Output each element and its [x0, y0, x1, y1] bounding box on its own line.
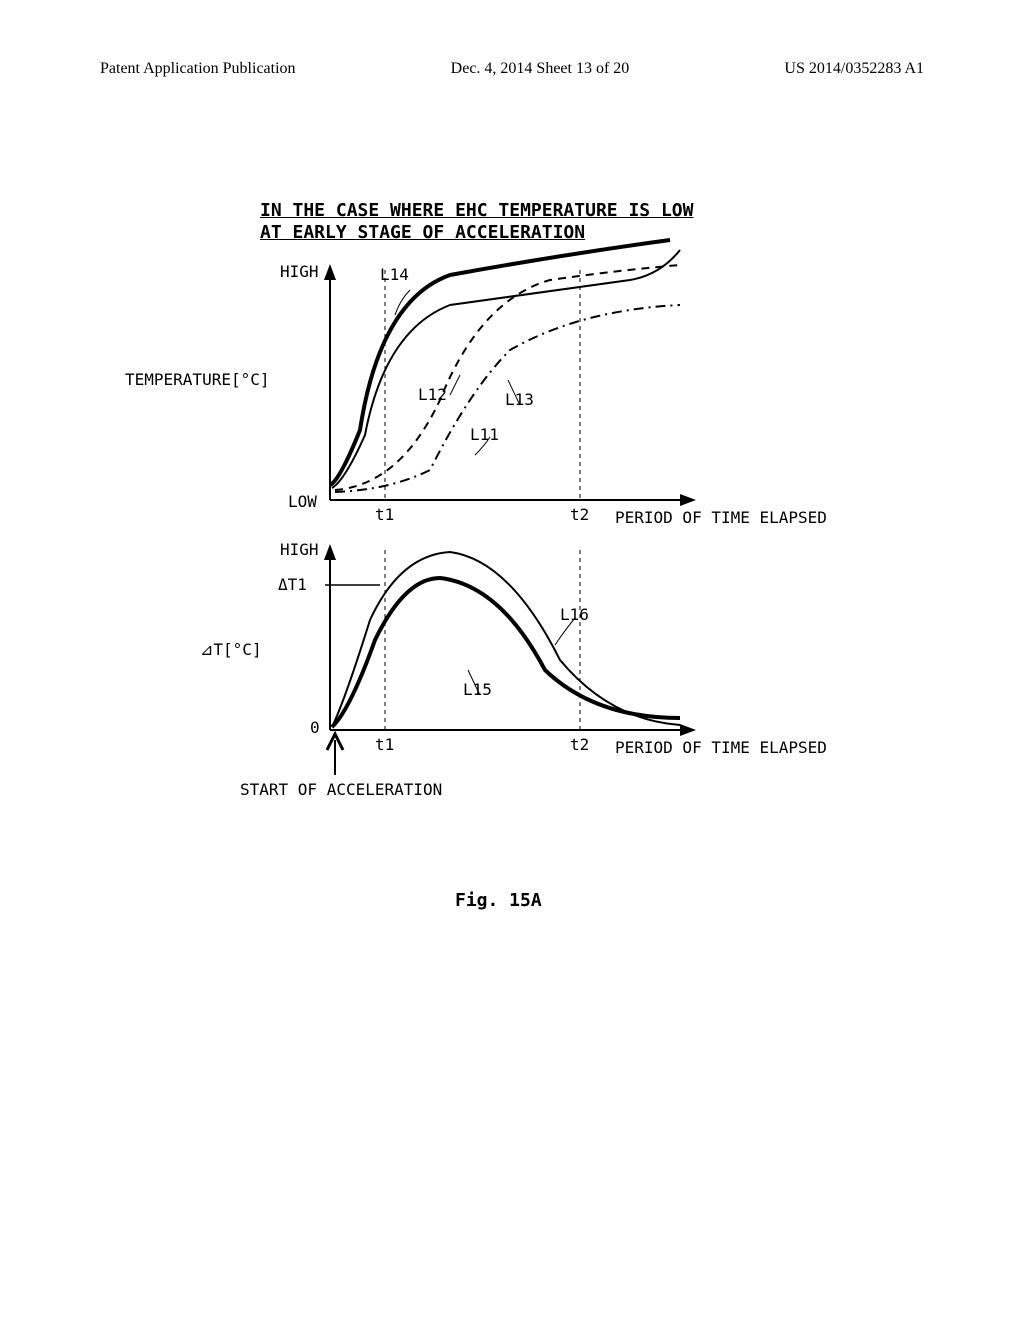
chart-svg [0, 200, 1024, 900]
figure-area: IN THE CASE WHERE EHC TEMPERATURE IS LOW… [0, 200, 1024, 900]
header-center: Dec. 4, 2014 Sheet 13 of 20 [451, 60, 630, 78]
figure-caption: Fig. 15A [455, 890, 542, 911]
header-right: US 2014/0352283 A1 [784, 60, 924, 78]
page-header: Patent Application Publication Dec. 4, 2… [0, 60, 1024, 78]
header-left: Patent Application Publication [100, 60, 296, 78]
